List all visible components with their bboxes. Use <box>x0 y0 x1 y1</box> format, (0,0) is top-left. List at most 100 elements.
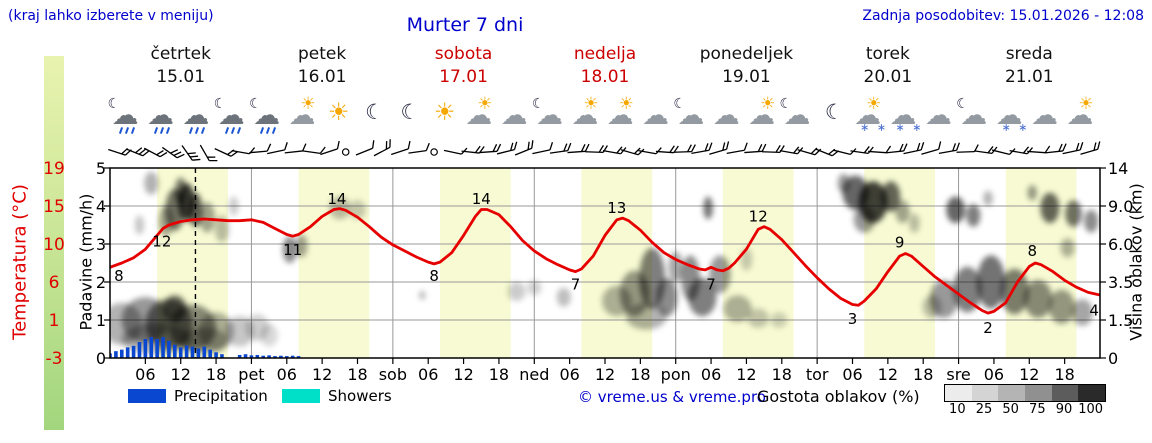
weather-icon-cloud-snow: ☁ ∗ ∗ <box>992 100 1032 138</box>
day-name: nedelja <box>573 44 637 64</box>
day-name: petek <box>298 44 347 64</box>
weather-icon-moon-rain: ☾ ☁ <box>214 96 254 138</box>
weather-icon-cloud: ☁ <box>921 100 961 138</box>
weather-icon-moon: ☾ <box>355 100 395 138</box>
weather-icon-cloud: ☁ <box>709 100 749 138</box>
wind-barb <box>655 145 679 154</box>
precip-tick-label: 2 <box>96 273 106 292</box>
copyright-link[interactable]: © vreme.us & vreme.pro <box>578 388 766 406</box>
cloud-icon: ☁ <box>571 100 599 131</box>
wind-barb <box>709 141 730 155</box>
day-header: četrtek 15.01 <box>111 44 251 89</box>
cloud-height-tick-label: 14 <box>1108 159 1128 178</box>
cloud-icon: ☁ <box>995 100 1023 131</box>
cloud-icon: ☁ <box>677 100 705 131</box>
weather-icon-moon-rain: ☾ ☁ <box>108 96 148 138</box>
temp-point-label: 12 <box>749 207 768 225</box>
cloud-icon: ☁ <box>535 100 563 131</box>
weather-icon-moon-cloud: ☾ ☁ <box>673 96 713 138</box>
cloud-blob <box>144 171 159 195</box>
wind-barb <box>479 143 502 154</box>
cloud-icon: ☁ <box>606 100 634 131</box>
cloud-blob <box>703 196 713 220</box>
temp-point-label: 11 <box>283 241 302 259</box>
temp-point-label: 7 <box>571 276 581 294</box>
wind-barb <box>549 142 572 154</box>
cloud-blob <box>214 215 230 243</box>
precip-bar <box>110 353 112 358</box>
wind-barb <box>868 145 892 154</box>
x-tick-label: 18 <box>206 365 226 384</box>
cloud-blob <box>282 236 297 263</box>
precipitation-legend-label: Precipitation <box>174 387 268 405</box>
cloud-blob <box>295 234 308 258</box>
precip-bar <box>161 337 165 358</box>
cloud-icon: ☁ <box>500 100 528 131</box>
menu-hint: (kraj lahko izberete v meniju) <box>8 8 214 24</box>
cloud-blob <box>723 295 752 322</box>
sun-icon: ☀ <box>583 94 599 114</box>
density-segment <box>998 385 1026 401</box>
moon-icon: ☾ <box>400 100 420 124</box>
weather-icon-sun-cloud: ☀ ☁ <box>284 94 324 138</box>
cloud-blob <box>837 173 850 193</box>
day-date: 18.01 <box>580 67 630 88</box>
wind-barb <box>430 148 438 156</box>
density-tick-label: 90 <box>1055 402 1073 417</box>
precip-bar <box>202 346 207 358</box>
wind-barb <box>373 139 391 157</box>
moon-icon: ☾ <box>531 96 545 112</box>
wind-barb <box>249 143 272 154</box>
wind-barb <box>355 140 375 156</box>
cloud-icon: ☁ <box>111 100 139 131</box>
weather-icon-cloud: ☁ <box>638 100 678 138</box>
cloud-height-tick-label: 1.5 <box>1108 311 1133 330</box>
sun-icon: ☀ <box>433 98 456 126</box>
density-segment <box>1078 385 1106 401</box>
weather-icon-sun: ☀ <box>426 98 466 138</box>
cloud-blob <box>1000 268 1029 315</box>
wind-barb <box>832 148 857 156</box>
moon-icon: ☾ <box>213 96 227 112</box>
cloud-icon: ☁ <box>288 100 316 131</box>
cloud-blob <box>853 206 875 233</box>
density-segment <box>945 385 972 401</box>
wind-barb <box>181 145 201 161</box>
precip-bar <box>155 339 159 358</box>
moon-icon: ☾ <box>779 96 793 112</box>
cloud-icon: ☁ <box>182 100 210 131</box>
weather-icon-sun-cloud: ☀ ☁ <box>567 94 607 138</box>
cloud-icon: ☁ <box>783 100 811 131</box>
wind-barb <box>496 141 518 155</box>
cloud-icon: ☁ <box>1066 100 1094 131</box>
cloud-blob <box>966 204 981 227</box>
x-tick-label: 06 <box>984 365 1004 384</box>
precip-bar <box>255 354 260 358</box>
weather-icon-cloud: ☁ <box>1027 100 1067 138</box>
weather-icon-cloud-snow: ☁ ∗ ∗ <box>886 100 926 138</box>
x-tick-label: 12 <box>595 365 615 384</box>
temp-point-label: 8 <box>1027 242 1037 260</box>
cloud-blob <box>1060 238 1075 258</box>
cloud-blob <box>976 255 1006 309</box>
day-header: torek 20.01 <box>818 44 958 89</box>
cloud-blob <box>709 255 731 294</box>
cloud-icon: ☁ <box>924 100 952 131</box>
cloud-blob <box>895 200 910 224</box>
density-segment <box>971 385 999 401</box>
temp-tick-label: 19 <box>43 159 65 179</box>
wind-barb <box>1027 145 1051 154</box>
x-tick-label: sob <box>379 365 407 384</box>
temp-tick-label: 10 <box>43 235 65 255</box>
wind-barb <box>885 143 908 154</box>
density-segment <box>1025 385 1052 401</box>
cloud-blob <box>881 181 901 212</box>
precip-bar <box>125 347 130 358</box>
snow-icon: ∗ ∗ <box>895 121 924 134</box>
precip-tick-label: 1 <box>96 311 106 330</box>
cloud-blob <box>946 196 966 224</box>
wind-barb <box>638 147 662 155</box>
x-tick-label: 18 <box>347 365 367 384</box>
cloud-height-tick-label: 0 <box>1108 349 1118 368</box>
